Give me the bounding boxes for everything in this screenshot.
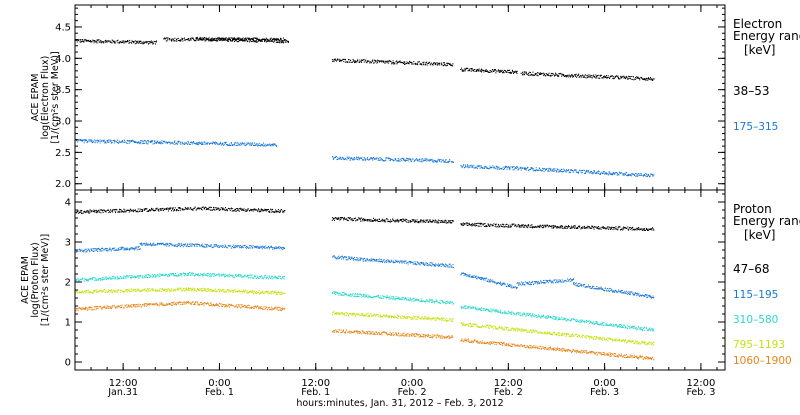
y-tick-label: 2 [65,278,71,289]
data-points [460,67,518,75]
legend-title-line: Electron [733,17,782,31]
legend-entry: 115–195 [733,289,778,301]
data-points [332,255,454,268]
y-tick-label: 4.0 [55,54,71,65]
panel-electron: 2.0 2.5 3.0 3.5 4.0 4.5 ACE EPAM log(Electron F… [30,4,800,191]
data-points [460,305,655,332]
plot-frame [74,189,726,371]
series-electron-1 [75,138,655,178]
series-proton-2 [75,271,655,332]
legend-title-line: [keV] [744,228,775,242]
y-tick-label: 3.5 [55,85,71,96]
legend-title-line: Energy ranges [733,29,800,43]
data-points [573,282,655,299]
data-points [332,155,454,164]
plot-frame [74,4,726,191]
data-points [75,272,189,282]
y-tick-label: 2.5 [55,148,71,159]
data-points [75,38,157,45]
y-axis-label-line: log(Proton Flux) [30,242,41,317]
series-proton-1 [75,242,655,299]
x-tick-label-date: Feb. 3 [686,387,715,398]
y-tick-label: 0 [65,358,71,369]
x-tick-label-date: Feb. 1 [301,387,330,398]
y-axis-label: ACE EPAM log(Proton Flux) [1/(cm²s ster Me… [20,234,51,326]
data-points [195,36,289,44]
legend-title-line: [keV] [744,43,775,57]
y-tick-label: 2.0 [55,179,71,190]
data-points [331,311,454,323]
x-tick-label: 12:00 [687,378,716,389]
data-points [332,291,454,305]
series-proton-3 [75,287,655,346]
x-axis-title: hours:minutes, Jan. 31, 2012 – Feb. 3, 2… [296,398,503,409]
data-points [520,71,655,81]
data-points [331,216,454,224]
data-points [139,242,286,251]
legend-entry: 795–1193 [733,339,785,351]
data-points [155,140,278,147]
x-tick-label: 0:00 [208,378,230,389]
data-points [203,206,286,214]
data-points [331,329,454,339]
y-axis-label-line: [1/(cm²s ster MeV)] [50,51,61,143]
y-axis-label-line: ACE EPAM [20,256,31,304]
y-axis-label-line: ACE EPAM [30,74,41,122]
data-points [188,287,286,295]
legend-entry: 1060–1900 [733,355,792,367]
y-tick-label: 1 [65,318,71,329]
series-proton-4 [75,301,655,361]
x-tick-label: 0:00 [593,378,615,389]
data-points [460,164,526,171]
data-points [460,322,655,346]
x-tick-label: 12:00 [494,378,523,389]
x-tick-label-date: Feb. 1 [205,387,234,398]
data-points [331,58,454,67]
legend-title-line: Energy ranges [733,214,800,228]
x-tick-label: 12:00 [301,378,330,389]
legend-title-line: Proton [733,202,772,216]
y-tick-label: 4 [65,198,71,209]
legend-entry: 175–315 [733,121,778,133]
y-tick-label: 3 [65,238,71,249]
x-tick-label-date: Feb. 3 [590,387,619,398]
data-points [75,206,205,214]
x-tick-label-date: Feb. 2 [494,387,523,398]
data-points [460,338,655,361]
data-points [516,278,575,286]
y-axis-label-line: [1/(cm²s ster MeV)] [40,234,51,326]
legend-entry: 38–53 [733,84,770,98]
data-points [460,272,518,290]
x-tick-label: 12:00 [109,378,138,389]
data-points [524,166,655,178]
panel-proton: 0 1 2 3 4 ACE EPAM log(Proton Flux) [1/(cm²s st… [20,189,800,371]
y-tick-label: 4.5 [55,22,71,33]
series-electron-0 [75,36,655,81]
y-axis-label-line: log(Electron Flux) [40,56,51,140]
data-points [75,301,189,312]
data-points [460,222,655,232]
data-points [75,138,157,145]
data-points [187,301,286,312]
y-tick-label: 3.0 [55,117,71,128]
data-points [75,245,141,253]
x-tick-label: 0:00 [401,378,423,389]
data-points [75,287,189,294]
data-points [187,271,285,280]
series-proton-0 [75,206,655,232]
x-tick-label-date: Feb. 2 [398,387,427,398]
legend-entry: 310–580 [733,314,778,326]
x-tick-label-date: Jan.31 [107,387,138,398]
legend-entry: 47–68 [733,262,770,276]
y-axis-label: ACE EPAM log(Electron Flux) [1/(cm²s ster … [30,51,61,143]
